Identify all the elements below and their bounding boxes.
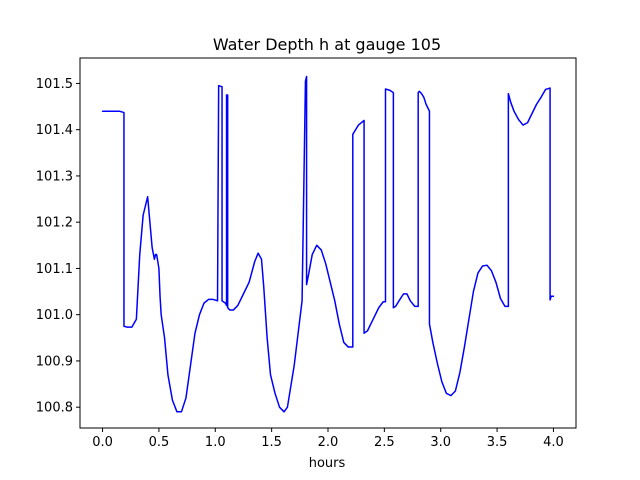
x-tick-label: 1.5 (261, 435, 282, 450)
y-tick-label: 101.2 (36, 216, 73, 231)
x-tick-label: 2.5 (374, 435, 395, 450)
plot-area: 0.0 0.5 1.0 1.5 2.0 2.5 3.0 3.5 4.0 100.8 100.9 101… (36, 57, 577, 450)
x-tick-label: 0.5 (149, 435, 170, 450)
y-tick-label: 100.8 (36, 401, 73, 416)
x-tick-label: 2.0 (318, 435, 339, 450)
x-tick-label: 4.0 (543, 435, 564, 450)
y-tick-label: 101.4 (36, 123, 73, 138)
series-line-0 (101, 75, 555, 413)
y-tick-label: 100.9 (36, 354, 73, 369)
y-tick-label: 101.3 (36, 169, 73, 184)
x-tick-label: 3.5 (487, 435, 508, 450)
x-tick-label: 3.0 (430, 435, 451, 450)
chart-title: Water Depth h at gauge 105 (213, 35, 441, 54)
x-tick-label: 0.0 (92, 435, 113, 450)
y-tick-label: 101.1 (36, 262, 73, 277)
y-tick-label: 101.5 (36, 77, 73, 92)
x-tick-label: 1.0 (205, 435, 226, 450)
x-axis-label: hours (309, 456, 346, 471)
y-tick-label: 101.0 (36, 308, 73, 323)
